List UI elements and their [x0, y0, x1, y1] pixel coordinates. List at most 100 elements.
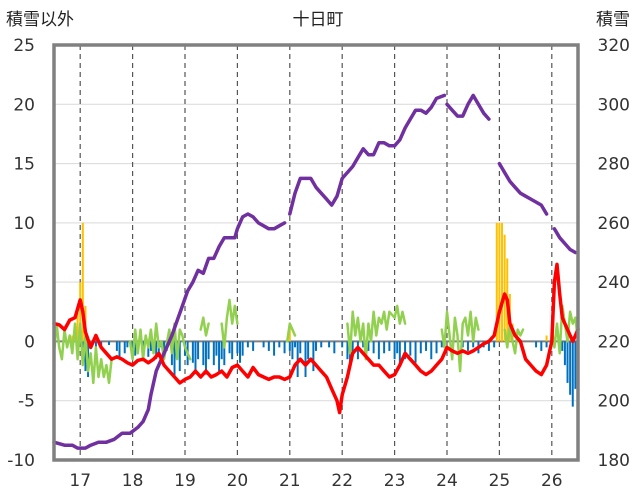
x-tick-label: 18 — [122, 471, 144, 491]
blue_bars-bar — [396, 341, 399, 354]
blue_bars-bar — [346, 341, 349, 360]
blue_bars-bar — [215, 341, 218, 356]
blue_bars-bar — [278, 341, 281, 348]
blue_bars-bar — [267, 341, 270, 351]
x-tick-label: 17 — [69, 471, 91, 491]
blue_bars-bar — [299, 341, 302, 354]
right-tick-label: 280 — [598, 155, 630, 175]
green_series-line — [503, 322, 525, 355]
blue_bars-bar — [178, 341, 181, 372]
blue_bars-bar — [231, 341, 234, 360]
blue_bars-bar — [425, 341, 428, 351]
plot-frame — [52, 43, 580, 462]
blue_bars-bar — [540, 341, 543, 351]
blue_bars-bar — [173, 341, 176, 377]
blue_bars-bar — [236, 341, 239, 354]
left-tick-label: 20 — [13, 95, 35, 115]
chart-title: 十日町 — [293, 10, 344, 30]
right-tick-label: 320 — [598, 36, 630, 56]
blue_bars-bar — [383, 341, 386, 354]
x-tick-label: 21 — [279, 471, 301, 491]
blue_bars-bar — [372, 341, 375, 354]
blue_bars-bar — [574, 341, 577, 389]
yellow_bars-bar — [498, 222, 501, 342]
blue_bars-bar — [571, 341, 574, 407]
blue_bars-bar — [430, 341, 433, 360]
yellow_bars-bar — [545, 335, 548, 342]
green_series-line — [199, 316, 210, 337]
yellow_bars-bar — [79, 282, 82, 342]
blue_bars-bar — [218, 341, 221, 372]
x-tick-label: 19 — [174, 471, 196, 491]
blue_bars-bar — [569, 341, 572, 395]
right-tick-label: 180 — [598, 451, 630, 471]
yellow_bars-bar — [501, 222, 504, 342]
right-tick-label: 220 — [598, 332, 630, 352]
blue_bars-bar — [466, 341, 469, 351]
yellow_bars-bar — [81, 222, 84, 342]
blue_bars-bar — [108, 341, 111, 345]
yellow_bars-bar — [71, 335, 74, 342]
blue_bars-bar — [294, 341, 297, 348]
left-tick-label: 5 — [24, 273, 35, 293]
left-tick-label: 15 — [13, 155, 35, 175]
blue_bars-bar — [535, 341, 538, 348]
blue_bars-bar — [283, 341, 286, 354]
blue_bars-bar — [163, 341, 166, 354]
blue_bars-bar — [273, 341, 276, 356]
blue_bars-bar — [296, 341, 299, 377]
green_series-line — [128, 322, 192, 361]
blue_bars-bar — [487, 341, 490, 351]
x-tick-label: 23 — [384, 471, 406, 491]
blue_bars-bar — [367, 341, 370, 351]
x-tick-label: 26 — [541, 471, 563, 491]
blue_bars-bar — [220, 341, 223, 360]
left-tick-label: -5 — [18, 392, 35, 412]
blue_bars-bar — [472, 341, 475, 348]
blue_bars-bar — [333, 341, 336, 354]
blue_bars-bar — [197, 341, 200, 360]
right-axis-ticks: 180 200 220 240 260 280 300 320 — [598, 36, 630, 471]
yellow_bars-bar — [495, 222, 498, 342]
blue_bars-bar — [194, 341, 197, 372]
green_series-line — [52, 322, 113, 385]
blue_bars-bar — [307, 341, 310, 360]
blue_bars-bar — [212, 341, 215, 366]
blue_bars-bar — [356, 341, 359, 360]
yellow_bars-bar — [503, 234, 506, 342]
blue_bars-bar — [288, 341, 291, 351]
blue_bars-bar — [228, 341, 231, 354]
blue_bars-bar — [204, 341, 207, 375]
line-series — [52, 93, 580, 450]
right-axis-label: 積雪 — [596, 10, 630, 30]
blue_bars-bar — [207, 341, 210, 360]
blue_bars-bar — [545, 341, 548, 348]
blue_bars-bar — [149, 341, 152, 351]
left-tick-label: 25 — [13, 36, 35, 56]
right-tick-label: 240 — [598, 273, 630, 293]
blue_bars-bar — [223, 341, 226, 366]
blue_bars-bar — [377, 341, 380, 360]
plot-border — [52, 43, 580, 462]
x-tick-label: 25 — [489, 471, 511, 491]
left-tick-label: -10 — [7, 451, 35, 471]
blue_bars-bar — [440, 341, 443, 348]
left-tick-label: 10 — [13, 214, 35, 234]
blue_bars-bar — [328, 341, 331, 348]
blue_bars-bar — [252, 341, 255, 351]
blue_bars-bar — [388, 341, 391, 351]
snow_depth-line — [497, 161, 549, 216]
blue_bars-bar — [241, 341, 244, 356]
blue_bars-bar — [435, 341, 438, 354]
x-tick-label: 22 — [331, 471, 353, 491]
blue_bars-bar — [409, 341, 412, 356]
x-tick-label: 24 — [436, 471, 458, 491]
blue_bars-bar — [362, 341, 365, 348]
blue_bars-bar — [262, 341, 265, 348]
blue_bars-bar — [239, 341, 242, 363]
yellow_bars-bar — [288, 323, 291, 342]
blue_bars-bar — [191, 341, 194, 363]
blue_bars-bar — [155, 341, 158, 360]
blue_bars-bar — [563, 341, 566, 366]
